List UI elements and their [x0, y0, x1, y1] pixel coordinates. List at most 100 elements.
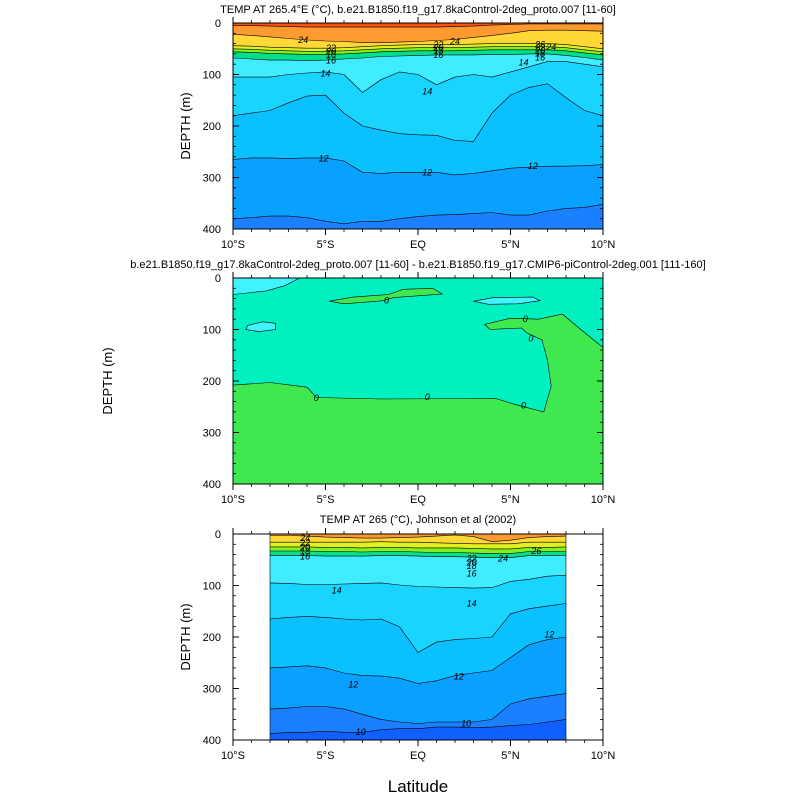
contour-label-1-5: 22 [432, 40, 443, 50]
contour-label-1-21: 12 [528, 161, 538, 171]
contour-label-2-3: 0 [314, 393, 319, 403]
contour-label-3-5: 24 [497, 554, 508, 564]
x-tick-label-1-2: EQ [410, 239, 426, 251]
contour-label-1-7: 18 [433, 46, 443, 56]
contour-label-1-1: 22 [325, 43, 336, 53]
contour-line-1-12 [233, 157, 603, 176]
contour-line-3-11 [269, 693, 567, 724]
contour-fill-1-band-14 [233, 61, 603, 142]
y-tick-label-2-0: 0 [215, 273, 221, 285]
x-tick-label-1-0: 10°S [221, 239, 245, 251]
panel-3: 242220181624222018162614141212121010TEMP… [178, 514, 615, 762]
contour-fill-1-band-13 [233, 83, 603, 175]
contour-label-1-6: 20 [432, 43, 443, 53]
x-tick-label-1-4: 10°N [591, 239, 616, 251]
contour-label-1-19: 12 [319, 153, 329, 163]
x-tick-label-3-4: 10°N [591, 750, 616, 762]
contour-line-3-13 [269, 603, 567, 653]
contour-line-3-16 [270, 555, 566, 559]
panel-1: 2422201816222018241626242220181614141412… [178, 4, 616, 251]
contour-label-3-7: 20 [466, 557, 477, 567]
contour-line-1-14 [233, 61, 603, 93]
contour-label-1-11: 24 [545, 42, 556, 52]
contour-fill-1-band-26 [233, 24, 603, 43]
diff-region-2-3 [329, 287, 444, 305]
contour-label-3-16: 10 [356, 727, 366, 737]
contour-label-3-8: 18 [467, 561, 477, 571]
x-tick-label-2-4: 10°N [591, 494, 616, 506]
y-tick-label-3-2: 200 [203, 632, 221, 644]
contour-label-2-5: 0 [521, 401, 526, 411]
contour-line-1-24 [233, 29, 603, 43]
diff-region-2-0 [233, 278, 300, 295]
contour-fill-3-band-11 [270, 693, 566, 734]
contour-label-1-14: 18 [535, 48, 545, 58]
x-tick-label-2-1: 5°S [317, 494, 335, 506]
contour-line-1-20 [233, 46, 603, 53]
x-tick-label-3-1: 5°S [317, 750, 335, 762]
contour-label-3-3: 18 [300, 547, 310, 557]
contour-label-1-12: 22 [534, 43, 545, 53]
contour-line-1-22 [233, 43, 603, 50]
contour-label-3-1: 22 [299, 538, 310, 548]
y-tick-label-1-1: 100 [203, 70, 221, 82]
contour-fill-3-band-16 [270, 555, 566, 589]
contour-label-3-15: 12 [454, 672, 464, 682]
panel-title-1: TEMP AT 265.4°E (°C), b.e21.B1850.f19_g1… [220, 4, 616, 16]
y-tick-label-2-4: 400 [203, 479, 221, 491]
contour-label-3-6: 22 [466, 554, 477, 564]
contour-line-3-20 [270, 546, 567, 550]
contour-fill-1-band-12 [233, 157, 603, 224]
panel-title-2: b.e21.B1850.f19_g17.8kaControl-2deg_prot… [130, 259, 705, 271]
contour-label-1-16: 14 [320, 68, 330, 78]
x-tick-label-2-3: 5°N [501, 494, 520, 506]
contour-line-3-18 [270, 550, 566, 554]
diff-region-2-1 [245, 321, 276, 332]
y-tick-label-3-3: 300 [203, 684, 221, 696]
x-axis-label: Latitude [388, 777, 449, 796]
contour-label-1-2: 20 [325, 46, 336, 56]
contour-label-3-4: 16 [300, 552, 310, 562]
contour-label-1-10: 26 [534, 40, 545, 50]
contour-label-1-9: 16 [433, 50, 443, 60]
contour-fill-3-band-24 [270, 535, 566, 544]
contour-line-1-13 [233, 83, 603, 142]
contour-label-1-18: 14 [518, 58, 528, 68]
contour-label-2-2: 0 [528, 333, 533, 343]
y-tick-label-2-2: 200 [203, 376, 221, 388]
contour-fill-1-band-20 [233, 46, 603, 55]
y-axis-label-2: DEPTH (m) [100, 347, 115, 414]
panel-2: 0 0 0 0 0 0 b.e21.B1850.f19_g17.8kaControl-2de… [100, 259, 706, 506]
x-tick-label-1-1: 5°S [317, 239, 335, 251]
x-tick-label-1-3: 5°N [501, 239, 520, 251]
y-tick-label-3-1: 100 [203, 581, 221, 593]
contour-fill-3-band-12 [270, 637, 566, 724]
contour-line-3-12 [269, 636, 567, 684]
contour-line-3-22 [270, 541, 566, 545]
contour-fill-3-band-14 [270, 575, 566, 653]
contour-label-1-3: 18 [326, 49, 336, 59]
contour-label-3-14: 12 [348, 679, 358, 689]
contour-line-3-10 [269, 719, 567, 735]
contour-fill-3-band-10 [270, 719, 566, 740]
y-tick-label-1-2: 200 [203, 121, 221, 133]
x-tick-label-2-2: EQ [410, 494, 426, 506]
contour-label-3-9: 16 [467, 569, 477, 579]
contour-label-2-0: 0 [384, 296, 389, 306]
y-tick-label-2-1: 100 [203, 325, 221, 337]
y-tick-label-1-0: 0 [215, 18, 221, 30]
contour-label-3-13: 12 [544, 629, 554, 639]
x-tick-label-3-0: 10°S [221, 750, 245, 762]
contour-line-1-16 [233, 53, 603, 61]
contour-label-2-4: 0 [425, 392, 430, 402]
contour-fill-3-band-20 [270, 546, 566, 554]
contour-fill-1-band-24 [233, 30, 603, 49]
contour-line-1-18 [233, 49, 603, 56]
contour-label-1-0: 24 [297, 35, 308, 45]
y-tick-label-3-0: 0 [215, 529, 221, 541]
contour-line-1-26 [233, 23, 603, 28]
contour-label-1-8: 24 [449, 37, 460, 47]
contour-label-1-20: 12 [422, 167, 432, 177]
